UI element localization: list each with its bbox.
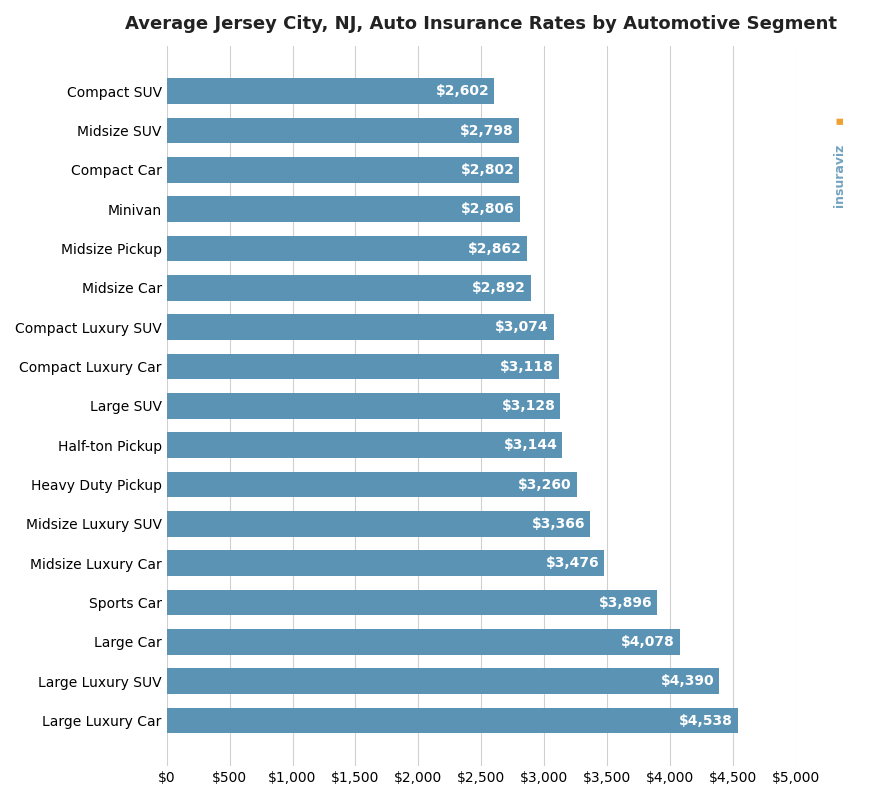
Bar <box>167 197 520 222</box>
Text: $3,476: $3,476 <box>545 556 599 570</box>
Text: ▪: ▪ <box>833 115 845 124</box>
Bar <box>167 78 494 104</box>
Bar <box>167 236 527 262</box>
Text: $3,896: $3,896 <box>598 595 651 610</box>
Bar <box>167 314 553 340</box>
Bar <box>167 669 719 694</box>
Text: $3,118: $3,118 <box>500 359 554 374</box>
Text: $2,806: $2,806 <box>461 202 514 216</box>
Text: $2,802: $2,802 <box>460 163 514 177</box>
Text: $3,366: $3,366 <box>531 517 585 531</box>
Text: $3,260: $3,260 <box>518 478 571 491</box>
Bar <box>167 472 576 498</box>
Bar <box>167 511 590 537</box>
Text: $3,074: $3,074 <box>494 320 548 334</box>
Text: $2,892: $2,892 <box>471 281 525 295</box>
Bar <box>167 275 530 301</box>
Text: $3,128: $3,128 <box>501 399 554 413</box>
Text: $2,862: $2,862 <box>468 242 521 255</box>
Bar <box>167 550 603 576</box>
Bar <box>167 354 559 379</box>
Bar <box>167 433 561 458</box>
Bar <box>167 118 518 143</box>
Bar <box>167 157 519 182</box>
Text: $2,602: $2,602 <box>434 84 488 98</box>
Text: insuraviz: insuraviz <box>833 144 845 207</box>
Text: $3,144: $3,144 <box>503 438 557 452</box>
Text: $4,078: $4,078 <box>620 635 674 649</box>
Text: $4,538: $4,538 <box>678 714 732 728</box>
Text: $2,798: $2,798 <box>460 123 514 138</box>
Title: Average Jersey City, NJ, Auto Insurance Rates by Automotive Segment: Average Jersey City, NJ, Auto Insurance … <box>125 15 836 33</box>
Bar <box>167 590 656 615</box>
Text: $4,390: $4,390 <box>660 674 713 688</box>
Bar <box>167 393 560 418</box>
Bar <box>167 629 680 654</box>
Bar <box>167 708 737 734</box>
